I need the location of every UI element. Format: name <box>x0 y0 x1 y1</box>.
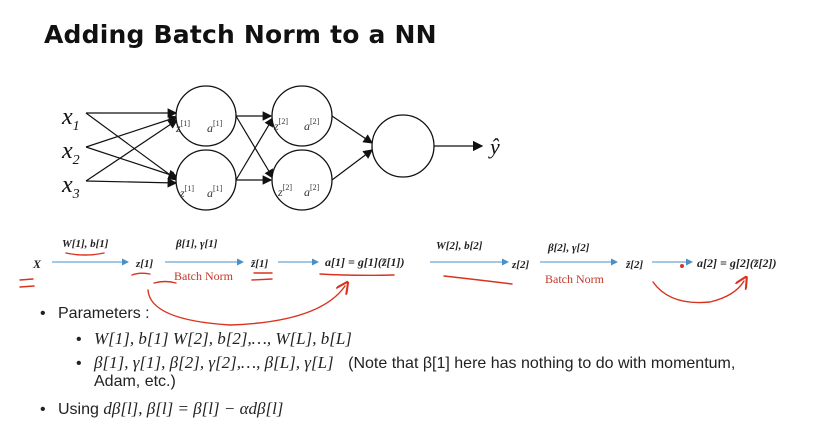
bullet-using: • Using dβ[l], β[l] = β[l] − αdβ[l] <box>40 399 283 419</box>
bullet-weights: • W[1], b[1] W[2], b[2],…, W[L], b[L] <box>76 329 352 349</box>
output-node <box>371 114 435 178</box>
slide-title: Adding Batch Norm to a NN <box>44 20 437 49</box>
input-nodes: x1 x2 x3 <box>61 104 80 202</box>
pipeline-z1: z[1] <box>135 258 153 270</box>
layer2-node-1 <box>271 85 333 147</box>
bullet-parameters: • Parameters : <box>40 305 150 323</box>
layer1-nodes: z[1] a[1] z[1] a[1] <box>175 85 237 211</box>
bullet-dot: • <box>76 355 82 372</box>
input-x3: x3 <box>61 172 80 202</box>
layer2-node-1-z: z[2] <box>273 117 288 133</box>
beta-gamma-line: β[1], γ[1], β[2], γ[2],…, β[L], γ[L] <box>94 353 334 372</box>
bullet-beta-gamma: • β[1], γ[1], β[2], γ[2],…, β[L], γ[L] (N… <box>76 353 735 373</box>
connections-input-layer1 <box>85 108 179 188</box>
pipeline-ztilde2: z̃[2] <box>625 259 643 271</box>
weights-line: W[1], b[1] W[2], b[2],…, W[L], b[L] <box>94 329 352 348</box>
layer2-nodes: z[2] a[2] z[2] a[2] <box>271 85 333 211</box>
layer1-node-2 <box>175 149 237 211</box>
note-continuation: Adam, etc.) <box>94 373 176 391</box>
connections-layer2-output <box>331 115 373 181</box>
layer2-node-2-z: z[2] <box>277 183 292 199</box>
layer1-node-1-z: z[1] <box>175 119 190 135</box>
pipeline-a2-eq: a[2] = g[2](z̃[2]) <box>697 256 776 270</box>
note-line1: (Note that β[1] here has nothing to do w… <box>348 355 736 372</box>
pipeline-batchnorm-1: Batch Norm <box>174 269 234 283</box>
input-x1: x1 <box>61 104 80 134</box>
pipeline-ztilde1: z̃[1] <box>250 258 268 270</box>
pipeline-a1-eq: a[1] = g[1](z̃[1]) <box>325 255 404 269</box>
bullet-dot: • <box>40 305 46 322</box>
bullet-dot: • <box>76 331 82 348</box>
layer2-node-1-a: a[2] <box>304 117 320 133</box>
output-yhat: ŷ <box>488 134 500 159</box>
input-x2: x2 <box>61 138 80 168</box>
pipeline-w1b1: W[1], b[1] <box>62 238 109 250</box>
layer2-node-2-a: a[2] <box>304 183 320 199</box>
layer1-node-2-a: a[1] <box>207 184 223 200</box>
connections-layer1-layer2 <box>235 111 274 185</box>
note-line2: Adam, etc.) <box>94 373 176 390</box>
pipeline-z2: z[2] <box>511 259 529 271</box>
layer1-node-2-z: z[1] <box>179 184 194 200</box>
pipeline-w2b2: W[2], b[2] <box>436 240 483 252</box>
pipeline-beta1-gamma1: β[1], γ[1] <box>175 238 218 250</box>
pipeline-beta2-gamma2: β[2], γ[2] <box>547 242 590 254</box>
update-rule: dβ[l], β[l] = β[l] − αdβ[l] <box>103 399 284 418</box>
parameters-label: Parameters : <box>58 305 150 322</box>
batchnorm-pipeline: X W[1], b[1] z[1] β[1], γ[1] Batch Norm … <box>32 238 776 286</box>
layer2-node-2 <box>271 149 333 211</box>
pipeline-batchnorm-2: Batch Norm <box>545 272 605 286</box>
red-annotations <box>19 252 744 326</box>
layer1-node-1 <box>175 85 237 147</box>
layer1-node-1-a: a[1] <box>207 119 223 135</box>
using-label: Using <box>58 401 99 418</box>
bullet-dot: • <box>40 401 46 418</box>
pipeline-x: X <box>32 257 42 271</box>
